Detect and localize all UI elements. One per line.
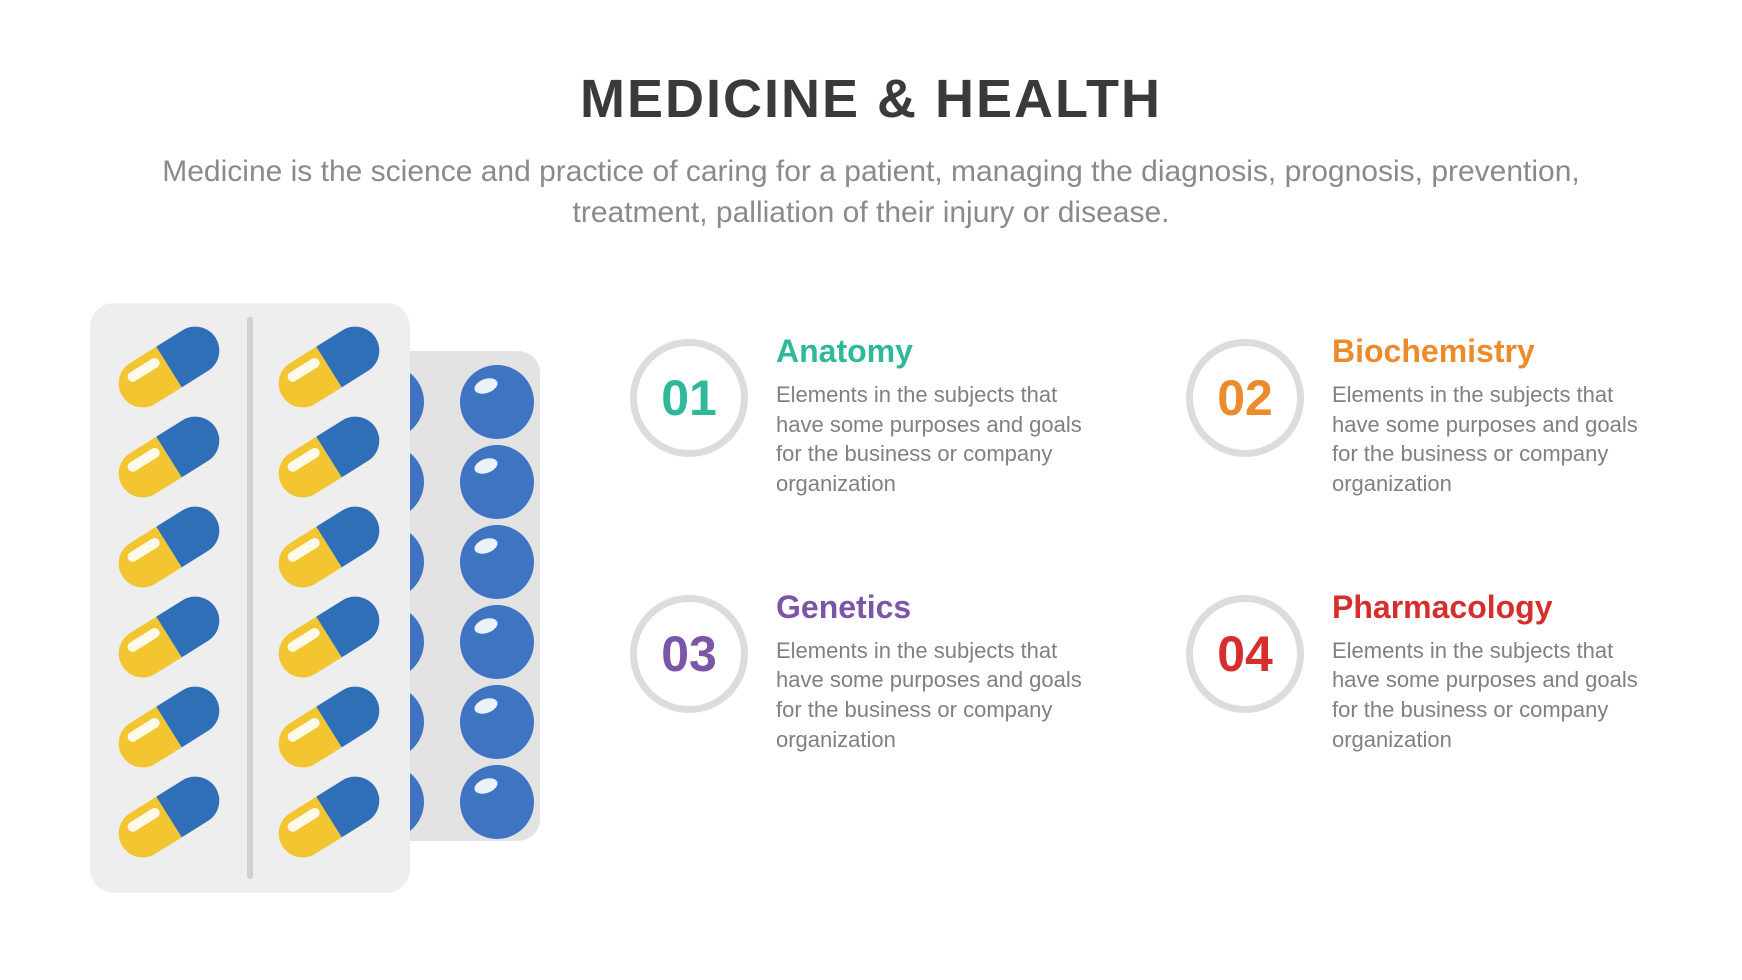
capsule-icon [270, 678, 389, 777]
topic-item: 04 Pharmacology Elements in the subjects t… [1186, 589, 1682, 755]
round-pill-icon [460, 445, 534, 519]
capsule-icon [110, 408, 229, 507]
topic-description: Elements in the subjects that have some … [1332, 636, 1652, 755]
capsule-icon [270, 408, 389, 507]
topic-number: 01 [661, 369, 717, 427]
header: MEDICINE & HEALTH Medicine is the scienc… [0, 0, 1742, 233]
round-pill-icon [460, 765, 534, 839]
capsule-icon [270, 588, 389, 687]
capsule-icon [110, 318, 229, 417]
round-pill-icon [460, 685, 534, 759]
topic-title: Pharmacology [1332, 589, 1652, 626]
page-subtitle: Medicine is the science and practice of … [101, 152, 1641, 233]
number-circle: 03 [630, 595, 748, 713]
content-row: 01 Anatomy Elements in the subjects that h… [0, 233, 1742, 893]
topic-number: 04 [1217, 625, 1273, 683]
topic-item: 01 Anatomy Elements in the subjects that h… [630, 333, 1126, 499]
topic-title: Anatomy [776, 333, 1096, 370]
topic-text: Anatomy Elements in the subjects that hav… [776, 333, 1096, 499]
topic-description: Elements in the subjects that have some … [776, 380, 1096, 499]
capsule-icon [110, 678, 229, 777]
topic-description: Elements in the subjects that have some … [776, 636, 1096, 755]
topic-text: Biochemistry Elements in the subjects tha… [1332, 333, 1652, 499]
capsule-icon [110, 588, 229, 687]
topic-number: 02 [1217, 369, 1273, 427]
number-circle: 04 [1186, 595, 1304, 713]
topic-item: 02 Biochemistry Elements in the subjects t… [1186, 333, 1682, 499]
capsule-icon [110, 498, 229, 597]
topic-number: 03 [661, 625, 717, 683]
topic-text: Pharmacology Elements in the subjects tha… [1332, 589, 1652, 755]
topic-text: Genetics Elements in the subjects that ha… [776, 589, 1096, 755]
page-title: MEDICINE & HEALTH [0, 68, 1742, 130]
blister-pack-front [90, 303, 410, 893]
topic-title: Biochemistry [1332, 333, 1652, 370]
topic-title: Genetics [776, 589, 1096, 626]
round-pill-icon [460, 365, 534, 439]
round-pill-icon [460, 605, 534, 679]
number-circle: 01 [630, 339, 748, 457]
number-circle: 02 [1186, 339, 1304, 457]
capsule-icon [270, 318, 389, 417]
pills-illustration [90, 303, 550, 893]
topics-grid: 01 Anatomy Elements in the subjects that h… [550, 303, 1682, 755]
capsule-icon [270, 498, 389, 597]
capsule-icon [270, 768, 389, 867]
topic-item: 03 Genetics Elements in the subjects that … [630, 589, 1126, 755]
topic-description: Elements in the subjects that have some … [1332, 380, 1652, 499]
round-pill-icon [460, 525, 534, 599]
capsule-icon [110, 768, 229, 867]
